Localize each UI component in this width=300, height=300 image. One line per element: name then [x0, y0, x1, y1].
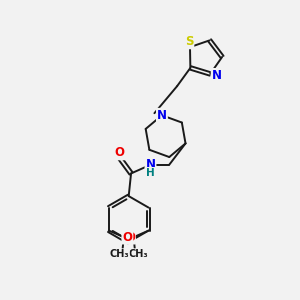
Text: H: H [146, 168, 155, 178]
Text: O: O [122, 230, 132, 244]
Text: O: O [115, 146, 125, 159]
Text: N: N [157, 109, 167, 122]
Text: S: S [185, 35, 194, 48]
Text: O: O [125, 230, 135, 244]
Text: N: N [146, 158, 155, 171]
Text: N: N [212, 69, 222, 82]
Text: CH₃: CH₃ [109, 249, 129, 259]
Text: CH₃: CH₃ [128, 249, 148, 259]
